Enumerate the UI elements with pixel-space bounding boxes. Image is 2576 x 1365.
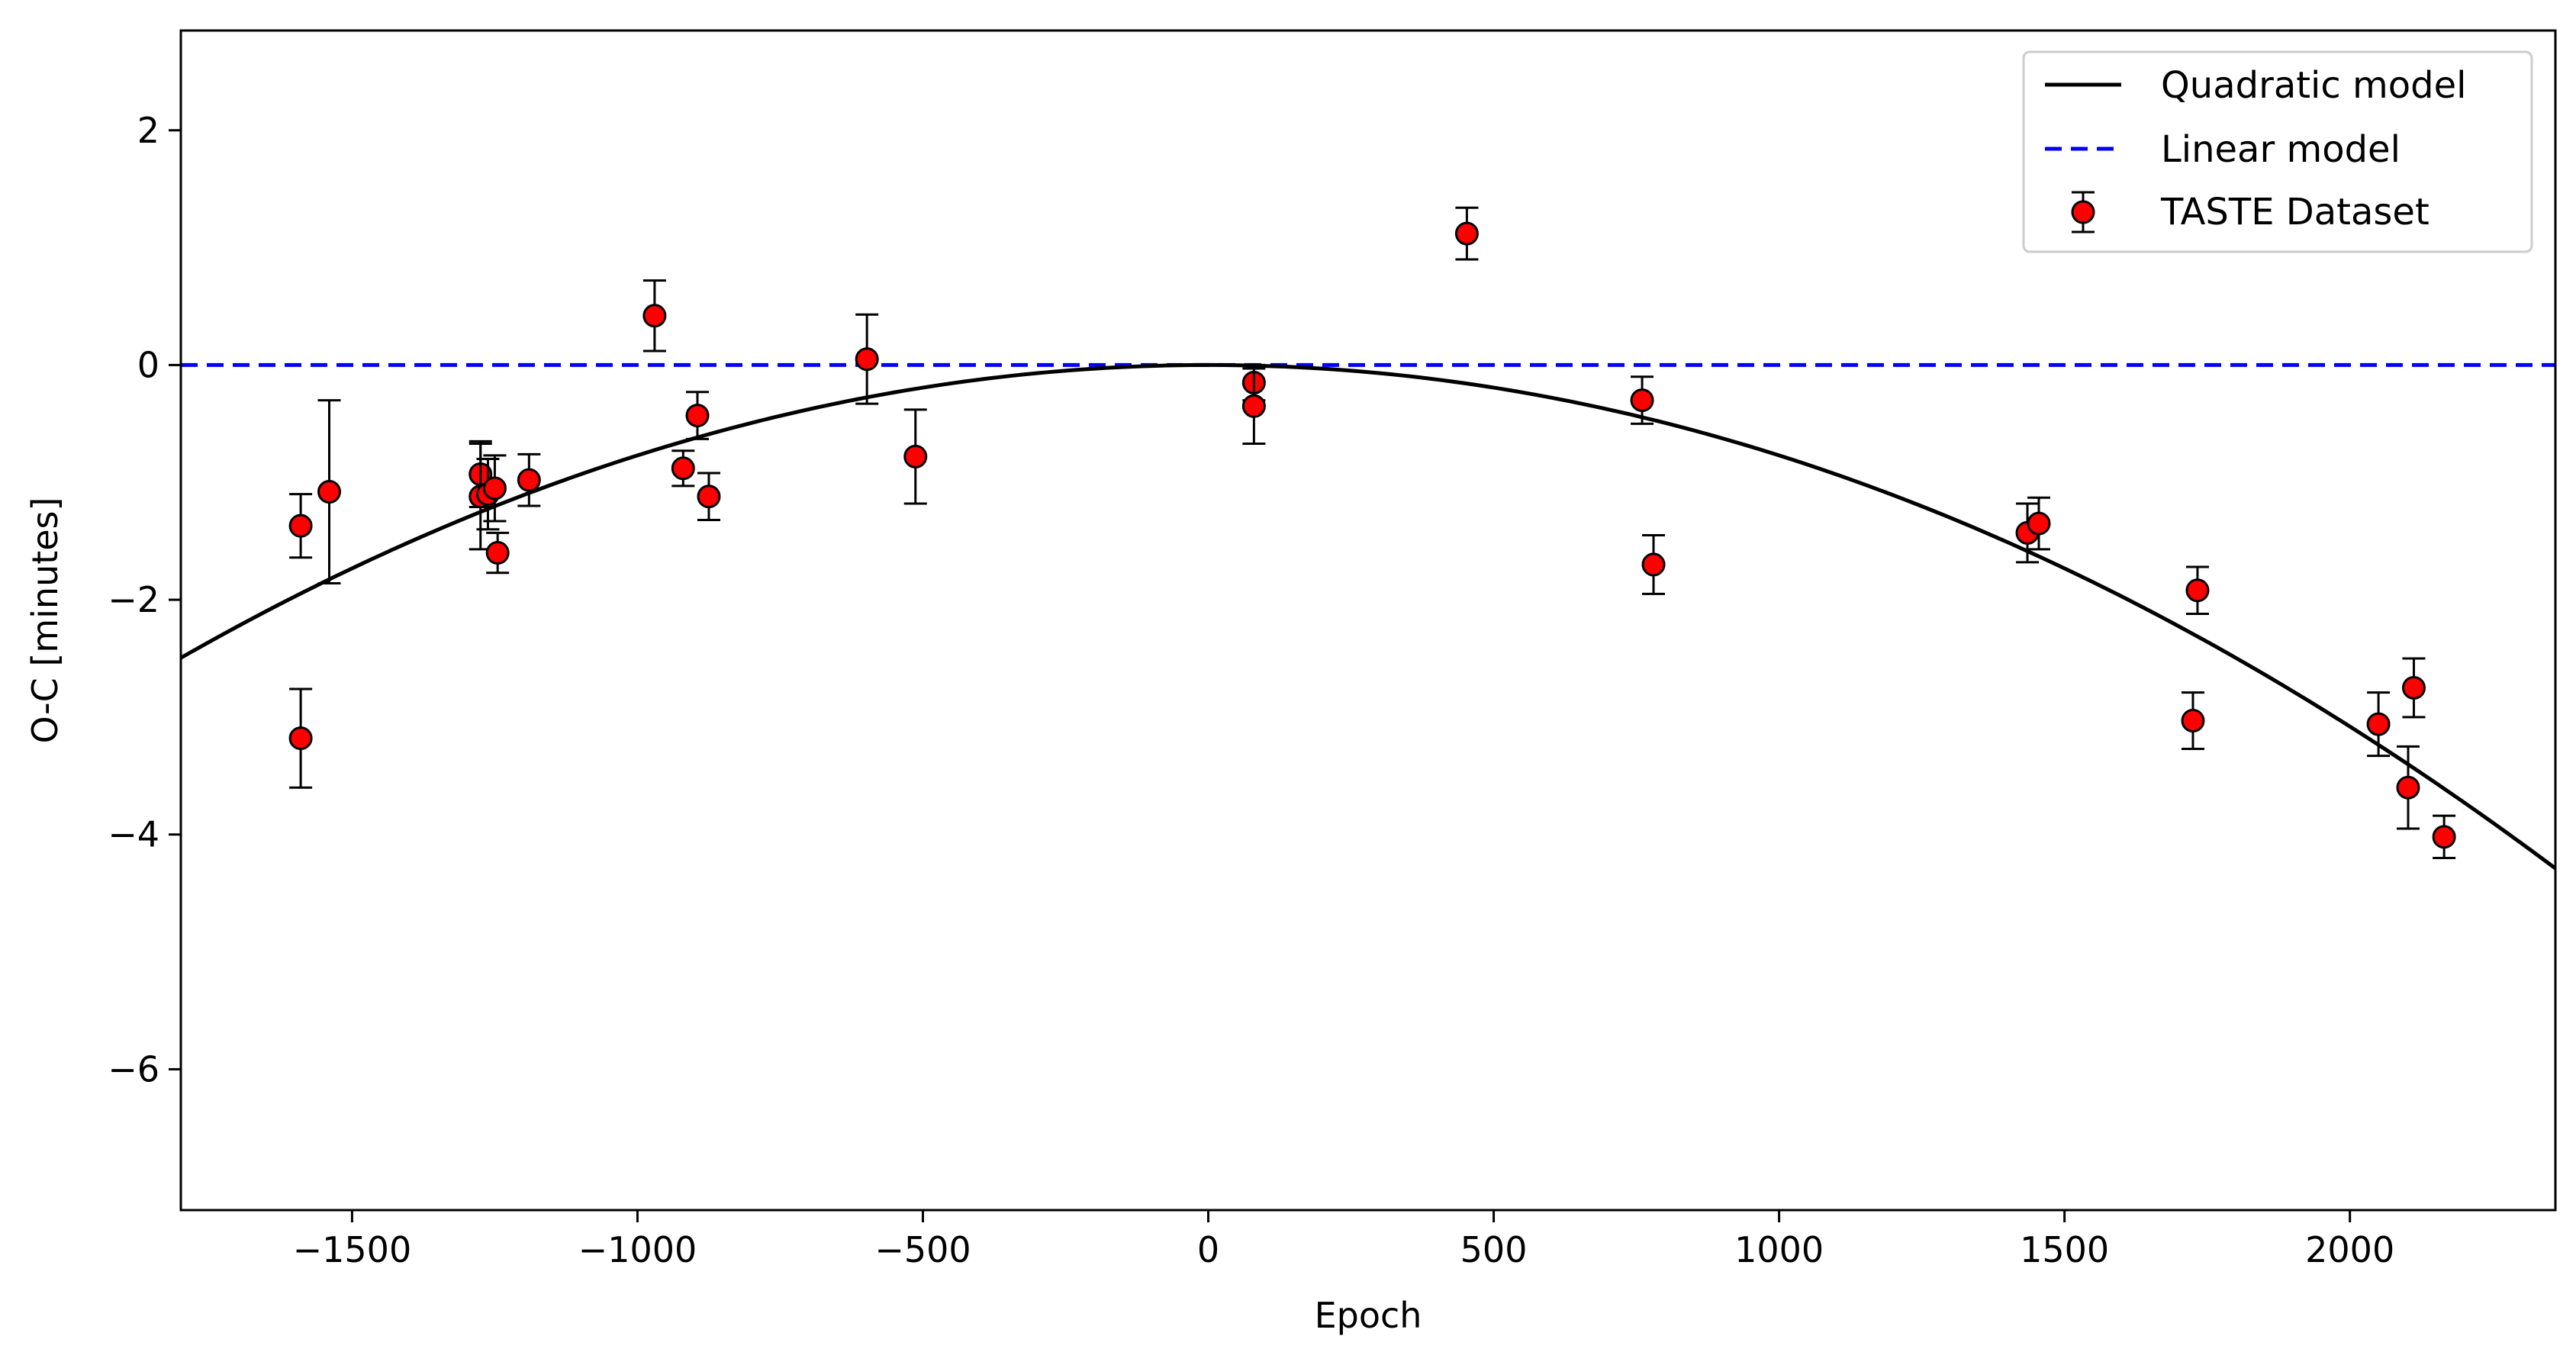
y-tick-label: 0 xyxy=(137,344,159,385)
data-point xyxy=(317,399,341,585)
data-point-marker xyxy=(288,513,313,538)
data-point-marker xyxy=(288,726,313,751)
data-point xyxy=(1241,367,1266,445)
data-point xyxy=(2432,814,2456,860)
data-point xyxy=(642,279,667,353)
legend-dataset-label: TASTE Dataset xyxy=(2160,191,2429,233)
data-point-marker xyxy=(2027,511,2051,536)
data-point-marker xyxy=(685,404,710,428)
x-axis-label: Epoch xyxy=(1315,1295,1422,1336)
data-point-marker xyxy=(2401,675,2426,700)
y-tick-label: 2 xyxy=(137,110,159,151)
data-point xyxy=(288,493,313,559)
data-point-marker xyxy=(2181,709,2205,733)
y-axis: 2 0 −2 −4 −6 xyxy=(108,110,181,1090)
data-point xyxy=(485,531,510,575)
legend: Quadratic model Linear model TASTE Datas… xyxy=(2022,50,2533,253)
data-point xyxy=(2181,691,2205,750)
legend-linear-label: Linear model xyxy=(2161,128,2401,171)
y-tick-label: −4 xyxy=(108,814,159,855)
data-point xyxy=(288,687,313,789)
data-point-marker xyxy=(642,304,667,328)
data-point xyxy=(1641,533,1666,595)
x-tick-label: 1500 xyxy=(2020,1229,2109,1270)
data-point-marker xyxy=(1241,394,1266,418)
data-point xyxy=(697,472,721,521)
x-tick-label: 1000 xyxy=(1734,1229,1824,1270)
data-point-marker xyxy=(2185,578,2210,603)
y-tick-label: −2 xyxy=(108,579,159,620)
data-point xyxy=(517,452,541,507)
data-point-marker xyxy=(903,444,928,468)
plot-frame xyxy=(179,29,2557,1212)
quadratic-model-line xyxy=(181,362,2555,871)
data-point-marker xyxy=(485,541,510,565)
data-point-marker xyxy=(1641,552,1666,577)
data-point xyxy=(685,391,710,440)
x-tick-label: −1500 xyxy=(293,1229,412,1270)
plot-area xyxy=(181,206,2555,871)
x-tick-label: −1000 xyxy=(578,1229,697,1270)
data-point-marker xyxy=(1630,388,1654,413)
data-point-marker xyxy=(2366,712,2391,736)
legend-dataset-swatch xyxy=(2071,191,2095,233)
data-point xyxy=(903,408,928,505)
data-point-marker xyxy=(1454,221,1479,246)
data-point xyxy=(671,449,695,488)
data-point xyxy=(2401,657,2426,719)
x-tick-label: 2000 xyxy=(2305,1229,2394,1270)
x-axis: −1500 −1000 −500 0 500 1000 1500 2000 xyxy=(293,1210,2394,1270)
data-point xyxy=(1630,375,1654,425)
data-point xyxy=(2185,565,2210,616)
x-tick-label: 500 xyxy=(1460,1229,1528,1270)
data-point-marker xyxy=(671,456,695,481)
data-point xyxy=(2027,496,2051,551)
data-point xyxy=(1454,206,1479,261)
x-tick-label: 0 xyxy=(1197,1229,1219,1270)
y-tick-label: −6 xyxy=(108,1048,159,1090)
x-tick-label: −500 xyxy=(874,1229,971,1270)
data-points xyxy=(288,206,2456,860)
data-point xyxy=(855,313,879,405)
data-point-marker xyxy=(697,485,721,509)
data-point-marker xyxy=(2071,200,2095,224)
data-point xyxy=(2366,691,2391,758)
data-point-marker xyxy=(482,476,507,501)
data-point-marker xyxy=(855,347,879,372)
data-point xyxy=(482,454,507,523)
data-point xyxy=(2396,745,2420,830)
legend-quadratic-label: Quadratic model xyxy=(2161,64,2467,107)
data-point-marker xyxy=(2432,825,2456,849)
y-axis-label: O-C [minutes] xyxy=(24,497,66,744)
data-point-marker xyxy=(2396,775,2420,800)
data-point-marker xyxy=(517,468,541,492)
legend-box xyxy=(2022,50,2533,253)
data-point-marker xyxy=(317,480,341,504)
